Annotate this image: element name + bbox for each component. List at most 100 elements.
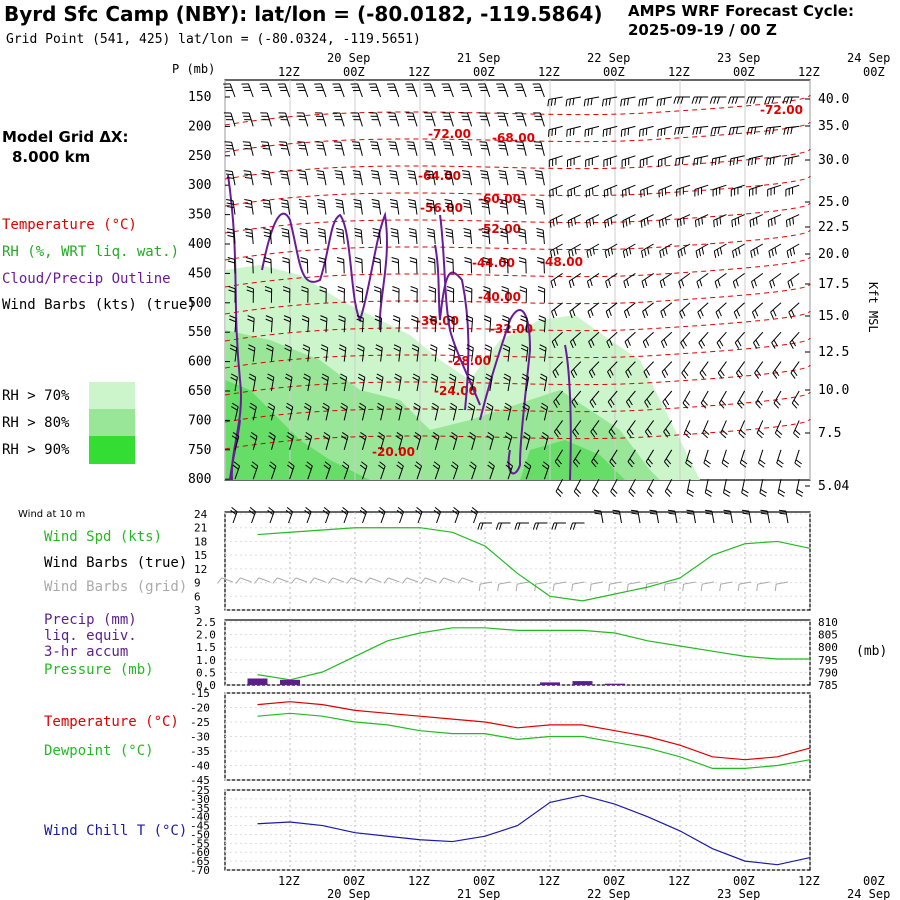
- wind-barb: [484, 344, 493, 362]
- wind-barb: [694, 214, 709, 228]
- wind-barb: [297, 141, 309, 156]
- wind-barb: [608, 420, 618, 438]
- wind-barb: [783, 125, 800, 135]
- wind-barb: [625, 390, 636, 408]
- wind-barb: [500, 256, 509, 274]
- wind-barb: [567, 214, 582, 228]
- grid-point-subtitle: Grid Point (541, 425) lat/lon = (-80.032…: [6, 32, 421, 47]
- wind-barb: [502, 344, 511, 362]
- pressure-tick-label: 250: [188, 149, 211, 164]
- wind-barb: [659, 243, 673, 258]
- wind-spd-label: Wind Spd (kts): [44, 529, 163, 545]
- wind-barb: [485, 402, 494, 421]
- wind-barb: [716, 331, 727, 349]
- wind-ytick-label: 6: [194, 590, 201, 603]
- wind-barb: [756, 420, 765, 439]
- wind-barb: [621, 155, 636, 168]
- windchill-panel-frame: [224, 789, 811, 871]
- bottom-date-tick-label: 22 Sep: [587, 887, 630, 900]
- wind-barb: [769, 272, 782, 289]
- surface-wind-barb: [285, 507, 294, 524]
- pressure-tick-label: 200: [188, 119, 211, 134]
- wind-barb: [228, 286, 236, 303]
- wind-barb: [314, 83, 327, 98]
- wind-barb: [282, 256, 291, 274]
- wind-barb: [712, 184, 727, 197]
- temperature-contour: [224, 337, 811, 369]
- wind-barb: [785, 214, 800, 228]
- wind-barb: [499, 199, 509, 215]
- wind-barb: [323, 461, 332, 480]
- wind-barb: [751, 302, 764, 319]
- windchill-ytick-label: -30: [190, 793, 210, 806]
- surface-wind-barb: [267, 507, 275, 524]
- grid-wind-barb: [217, 577, 234, 584]
- wind-barb: [534, 170, 545, 186]
- wind-barb: [793, 420, 801, 439]
- wind-barb: [432, 432, 440, 450]
- wind-barb: [317, 227, 327, 245]
- temperature-contour-label: -72.00: [428, 127, 471, 141]
- wind-barb: [733, 302, 745, 319]
- bottom-date-tick-label: 21 Sep: [457, 887, 500, 900]
- wind-barb: [392, 286, 400, 303]
- wind-barb: [728, 125, 745, 135]
- bottom-hour-tick-label: 00Z: [603, 874, 625, 888]
- wind-barb: [675, 155, 691, 166]
- wind-barb: [264, 286, 273, 303]
- wind-barb: [446, 286, 455, 303]
- wind-barb: [336, 256, 345, 274]
- temperature-contour-label: -44.00: [472, 256, 515, 270]
- p-unit-label: P (mb): [172, 62, 216, 76]
- wind-barb: [658, 184, 672, 198]
- wind-barb: [711, 155, 727, 166]
- rh80-swatch: [89, 409, 135, 436]
- wind-barb: [377, 432, 385, 450]
- top-hour-tick-label: 00Z: [343, 65, 365, 79]
- wind-barb: [250, 432, 258, 450]
- kft-tick-label: 10.0: [818, 383, 849, 398]
- legend-rh90: RH > 90%: [2, 442, 70, 458]
- bottom-hour-tick-label: 00Z: [343, 874, 365, 888]
- wind-barb: [727, 96, 745, 104]
- wind-barb: [610, 478, 618, 497]
- temp-ytick-label: -45: [190, 774, 210, 787]
- wind-barb: [462, 199, 473, 215]
- wind-barb: [533, 141, 545, 156]
- wind-barb: [319, 286, 327, 303]
- wind-barb: [548, 155, 563, 168]
- wind-barb: [485, 373, 493, 392]
- wind-barb: [267, 402, 276, 421]
- wind-barb: [243, 170, 254, 186]
- wind10m-label: Wind at 10 m: [18, 509, 86, 520]
- wind-barb: [262, 199, 272, 215]
- surface-wind-barb: [612, 509, 622, 524]
- wind-barb: [680, 331, 691, 349]
- wind-barb: [224, 141, 236, 156]
- wind-barb: [405, 112, 418, 127]
- wind-barb: [604, 214, 618, 228]
- wind-barb: [537, 286, 546, 303]
- wind-barb: [703, 449, 711, 468]
- grid-wind-barb: [737, 581, 752, 592]
- wind-barb: [350, 83, 363, 98]
- wind-barb: [699, 361, 709, 379]
- wind-barb: [755, 390, 764, 409]
- wind-barb: [460, 112, 473, 127]
- bottom-date-tick-label: 20 Sep: [327, 887, 370, 900]
- wind-barb: [320, 344, 329, 362]
- wind-barb: [333, 141, 345, 156]
- pressure-ytick-label: 785: [818, 679, 838, 692]
- surface-wind-barb: [514, 522, 529, 530]
- pressure-tick-label: 600: [188, 355, 211, 370]
- wind-barb: [642, 302, 654, 319]
- wind-barb: [782, 96, 800, 104]
- precip-ytick-label: 2.5: [196, 616, 216, 629]
- wind-barb: [374, 315, 383, 333]
- wind-barb: [333, 112, 345, 127]
- wind-barb: [605, 302, 618, 319]
- wind-barb: [284, 344, 292, 362]
- grid-wind-barb: [272, 577, 289, 584]
- wind-barb: [623, 302, 636, 319]
- wind-barb: [785, 184, 800, 197]
